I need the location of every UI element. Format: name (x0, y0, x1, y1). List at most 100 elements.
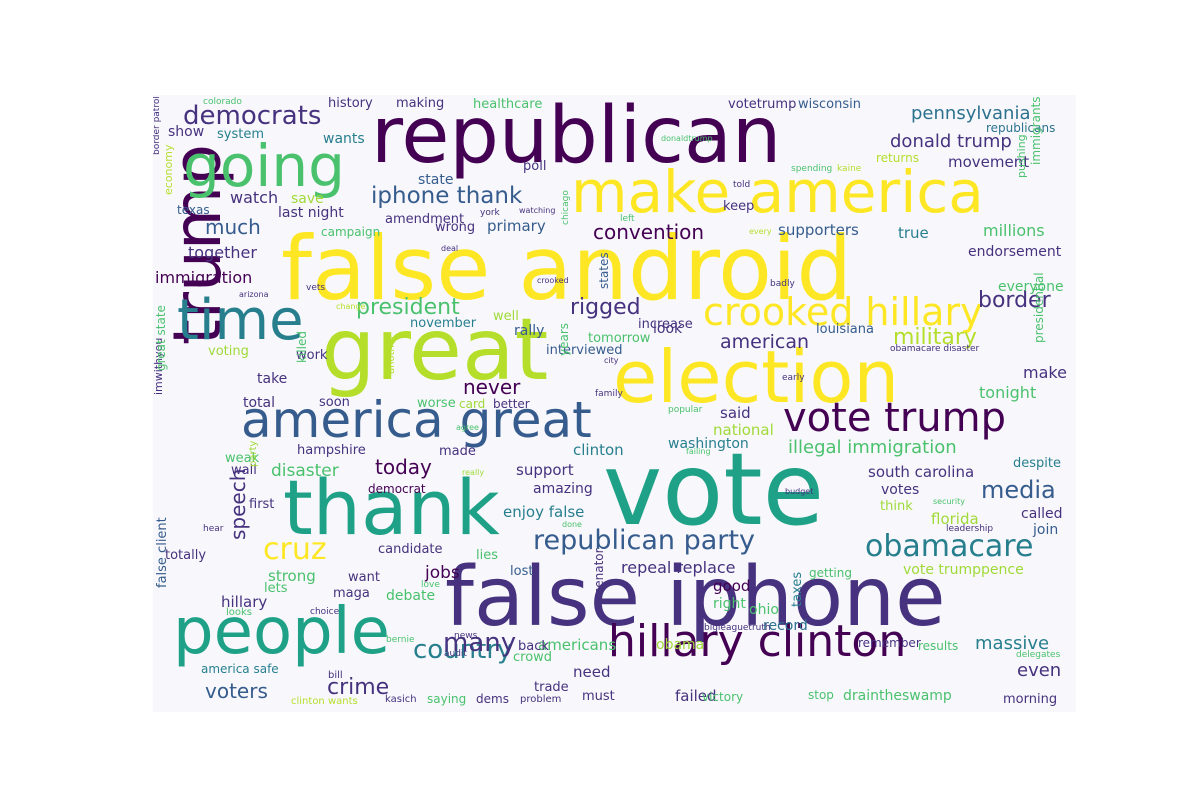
cloud-word: washington (668, 436, 749, 452)
cloud-word: border patrol (153, 96, 162, 155)
cloud-word: bernie (386, 635, 415, 645)
cloud-word: every (749, 227, 772, 236)
cloud-word: supporters (778, 221, 859, 239)
cloud-word: illegal immigration (788, 437, 957, 458)
cloud-word: american (720, 331, 810, 353)
cloud-word: budget (785, 487, 814, 496)
cloud-word: endorsement (968, 244, 1062, 260)
cloud-word: right (713, 596, 746, 612)
cloud-word: better (493, 397, 530, 411)
cloud-word: jobs (425, 563, 460, 583)
cloud-word: immigration (155, 268, 253, 287)
cloud-word: votes (881, 482, 920, 498)
cloud-word: getting (809, 566, 852, 580)
cloud-word: taxes (790, 571, 805, 607)
cloud-word: convention (593, 220, 705, 244)
cloud-word: voters (205, 679, 268, 703)
cloud-word: never (463, 375, 521, 399)
cloud-word: enjoy false (503, 503, 585, 521)
cloud-word: obamacare disaster (890, 344, 980, 354)
cloud-word: ohio (749, 602, 779, 618)
cloud-word: strong (268, 567, 316, 585)
cloud-word: called (1021, 506, 1063, 522)
cloud-word: states (597, 252, 611, 289)
cloud-word: despite (1013, 456, 1061, 471)
cloud-word: dems (476, 692, 509, 706)
cloud-word: vote trump (783, 395, 1006, 441)
cloud-word: election (613, 335, 900, 419)
cloud-word: movement (948, 153, 1030, 171)
cloud-word: made (439, 444, 476, 459)
cloud-word: louisiana (816, 322, 874, 337)
cloud-word: iphone thank (371, 183, 523, 209)
cloud-word: hear (203, 524, 224, 534)
cloud-word: colorado (203, 97, 242, 107)
cloud-word: even (1017, 660, 1062, 681)
cloud-word: crowd (513, 650, 553, 665)
cloud-word: watching (519, 206, 556, 215)
cloud-word: leadership (946, 524, 994, 534)
cloud-word: looks (226, 607, 253, 618)
cloud-word: interviewed (546, 343, 623, 358)
cloud-word: repeal replace (621, 558, 736, 577)
cloud-word: spending (791, 164, 833, 174)
cloud-word: record (763, 618, 808, 634)
cloud-word: today (375, 455, 432, 479)
cloud-word: south carolina (868, 463, 975, 481)
cloud-word: tonight (979, 383, 1037, 402)
cloud-word: increase (638, 317, 693, 332)
cloud-word: support (516, 461, 574, 479)
cloud-word: thank (283, 463, 500, 552)
cloud-word: first (249, 497, 275, 512)
cloud-word: think (880, 499, 913, 514)
cloud-word: great state (154, 305, 168, 371)
cloud-word: media (981, 476, 1056, 504)
cloud-word: must (582, 689, 615, 704)
cloud-word: good (713, 577, 751, 595)
cloud-word: lies (476, 548, 498, 563)
cloud-word: border (978, 288, 1051, 313)
cloud-word: military (893, 325, 977, 350)
cloud-word: debate (386, 588, 436, 604)
cloud-word: last night (278, 205, 344, 221)
cloud-word: card (459, 397, 486, 411)
cloud-word: voting (208, 344, 249, 359)
cloud-word: votetrump (728, 97, 797, 112)
cloud-word: time (177, 288, 304, 353)
cloud-word: false iphone (445, 550, 946, 645)
cloud-word: republican party (533, 525, 755, 556)
cloud-word: hillary (221, 593, 268, 611)
cloud-word: democrat (368, 482, 426, 496)
cloud-word: clinton (573, 441, 624, 459)
cloud-word: total (243, 395, 276, 411)
cloud-word: democrats (183, 101, 322, 131)
cloud-word: crooked (537, 276, 569, 285)
cloud-word: november (410, 316, 477, 331)
cloud-word: president (356, 295, 460, 320)
cloud-word: wall (231, 463, 257, 478)
cloud-word: healthcare (473, 97, 543, 112)
cloud-word: state (418, 172, 454, 188)
cloud-word: party (248, 440, 259, 467)
cloud-word: america safe (201, 662, 279, 676)
cloud-word: speech (226, 468, 250, 540)
cloud-word: together (188, 243, 257, 262)
cloud-word: americans (538, 636, 617, 654)
cloud-word: obamacare (865, 529, 1034, 564)
cloud-word: change (336, 302, 366, 311)
cloud-word: told (733, 180, 751, 190)
cloud-word: wisconsin (798, 97, 861, 112)
cloud-word: false client (155, 517, 170, 588)
cloud-word: florida (931, 510, 979, 528)
cloud-word: texas (177, 203, 210, 217)
cloud-word: really (462, 468, 485, 477)
cloud-word: many (443, 628, 517, 658)
cloud-word: look (653, 321, 683, 337)
cloud-word: senator (592, 548, 606, 594)
cloud-word: republican (371, 95, 782, 181)
cloud-word: watch (230, 188, 279, 207)
cloud-word: everyone (998, 279, 1064, 295)
cloud-word: badly (770, 279, 795, 289)
word-cloud: false android republican vote false iphone g… (153, 95, 1076, 712)
cloud-word: security (933, 497, 965, 506)
